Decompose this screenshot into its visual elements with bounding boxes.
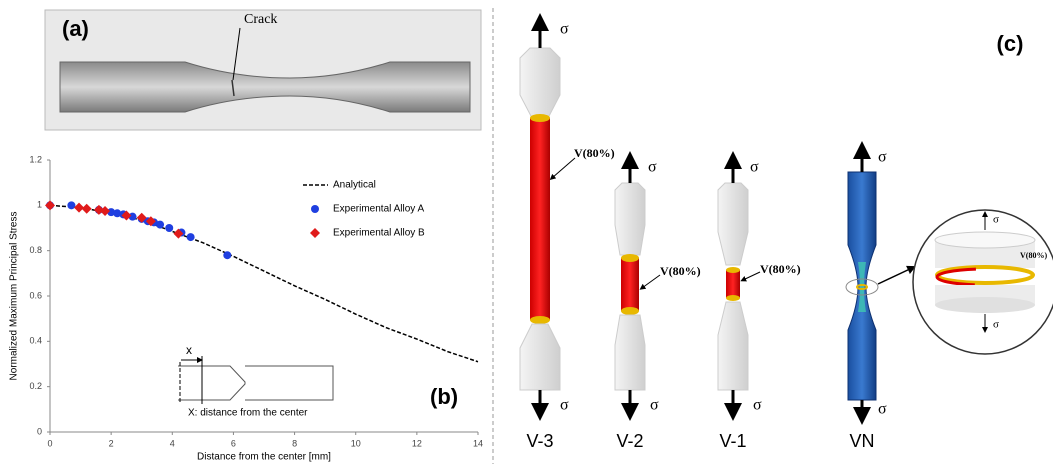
- x-tick-label: 8: [292, 438, 297, 448]
- stress: σ: [993, 214, 999, 226]
- x-tick-label: 6: [231, 438, 236, 448]
- legend-label: Experimental Alloy A: [333, 204, 424, 215]
- specimen-v2: σ σ V(80%) V-2: [614, 151, 701, 451]
- inset-shape: [178, 365, 246, 401]
- diamond-point: [145, 216, 156, 227]
- zoom-circle: [845, 278, 879, 296]
- circle-point: [186, 233, 195, 242]
- circle-point: [67, 201, 76, 210]
- stress: σ: [560, 397, 569, 414]
- stress: σ: [878, 401, 887, 418]
- circle-point: [165, 224, 174, 232]
- y-tick-label: 1: [37, 200, 42, 210]
- grip: [717, 301, 749, 391]
- zoom-arrow: [877, 265, 917, 285]
- specimen-name: V-3: [526, 431, 553, 451]
- legend-label: Analytical: [333, 180, 376, 191]
- volume-label: V(80%): [760, 262, 801, 276]
- inset-top: [934, 231, 1036, 249]
- y-tick-label: 0.6: [29, 290, 42, 300]
- panel-label: (c): [997, 31, 1024, 56]
- legend-marker: [310, 228, 320, 238]
- x-tick-label: 10: [351, 438, 361, 448]
- diamond-point: [173, 228, 184, 239]
- pointer: [740, 271, 761, 282]
- grip: [519, 323, 561, 391]
- volume-cap: [726, 295, 740, 301]
- x-tick-label: 14: [473, 438, 483, 448]
- annotation: Crack: [244, 12, 277, 27]
- stress: σ: [993, 319, 999, 331]
- stress: σ: [648, 159, 657, 176]
- volume-label: V(80%): [660, 264, 701, 278]
- volume: [530, 118, 550, 320]
- diamond-point: [100, 206, 111, 216]
- diamond-point: [136, 212, 147, 223]
- crack-pointer: [232, 27, 241, 81]
- x-tick-label: 0: [47, 438, 52, 448]
- pointer: [639, 274, 661, 290]
- specimen-name: V-1: [719, 431, 746, 451]
- crack: [231, 79, 235, 97]
- y-tick-label: 0.4: [29, 336, 42, 346]
- circle-point: [223, 251, 232, 260]
- grip: [519, 47, 561, 119]
- y-tick-label: 0.8: [29, 245, 42, 255]
- panel-b: (b) Distance from the center [mm] Normal…: [9, 154, 483, 462]
- volume: [726, 270, 740, 298]
- gradient-zone: [858, 262, 866, 312]
- stress: σ: [753, 397, 762, 414]
- pointer: [549, 157, 576, 180]
- grip: [717, 182, 749, 266]
- legend-label: Experimental Alloy B: [333, 228, 425, 239]
- diamond-point: [74, 202, 85, 213]
- volume-cap: [530, 114, 550, 122]
- specimen-v1: σ σ V(80%) V-1: [717, 151, 801, 451]
- grip: [614, 182, 646, 256]
- x-tick-label: 4: [170, 438, 175, 448]
- y-tick-label: 1.2: [29, 154, 42, 164]
- volume-cap: [530, 316, 550, 324]
- volume: [621, 258, 639, 311]
- volume-label: V(80%): [1020, 251, 1047, 260]
- diamond-point: [81, 203, 92, 214]
- stress: σ: [650, 397, 659, 414]
- circle-point: [113, 209, 122, 218]
- specimen-photo: [59, 61, 471, 113]
- grip: [614, 314, 646, 391]
- inset-shape: [245, 365, 334, 401]
- y-tick-label: 0: [37, 426, 42, 436]
- specimen-name: VN: [849, 431, 874, 451]
- specimen-v3: σ σ V(80%) V-3: [519, 13, 615, 451]
- y-tick-label: 0.2: [29, 381, 42, 391]
- stress: σ: [750, 159, 759, 176]
- specimen-vn: σ σ VN σ σ V(80%): [845, 141, 1053, 451]
- volume-ring: [856, 284, 868, 290]
- inset-ring: [935, 267, 1035, 287]
- diamond-point: [121, 210, 132, 221]
- inset-caption: X: distance from the center: [188, 408, 308, 419]
- panel-a: (a) Crack: [44, 9, 482, 131]
- volume-cap: [621, 307, 639, 315]
- diamond-point: [45, 200, 55, 211]
- inset-symbol: x: [186, 343, 192, 357]
- specimen-name: V-2: [616, 431, 643, 451]
- volume-cap: [726, 267, 740, 273]
- circle-point: [156, 220, 165, 229]
- stress: σ: [560, 21, 569, 38]
- inset-schematic: x X: distance from the center: [178, 343, 334, 419]
- stress: σ: [878, 149, 887, 166]
- volume-label: V(80%): [574, 146, 615, 160]
- panel-label: (b): [430, 384, 458, 409]
- inset-bottom: [935, 297, 1035, 313]
- panel-label: (a): [62, 16, 89, 41]
- volume-cap: [621, 254, 639, 262]
- x-axis-label: Distance from the center [mm]: [197, 452, 331, 463]
- panel-c: (c) σ σ V(80%) V-3 σ σ V(80%) V-2 σ σ V(…: [492, 8, 1053, 464]
- legend-marker: [311, 205, 319, 213]
- x-tick-label: 12: [412, 438, 422, 448]
- y-axis-label: Normalized Maximum Principal Stress: [9, 212, 20, 381]
- x-tick-label: 2: [109, 438, 114, 448]
